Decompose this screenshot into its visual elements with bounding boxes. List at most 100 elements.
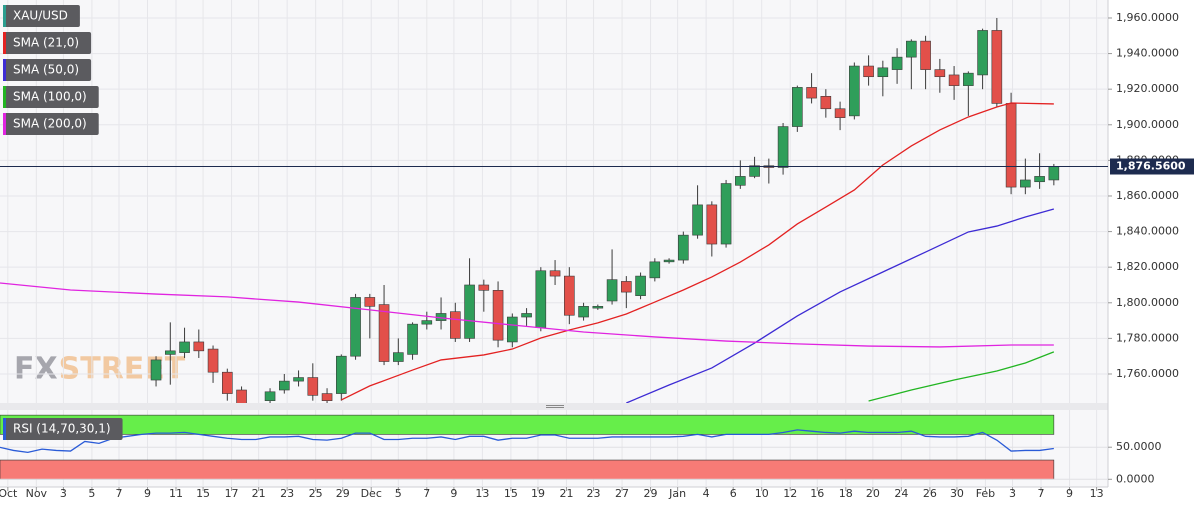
candle-body — [735, 176, 746, 186]
candle-body — [1034, 176, 1045, 183]
y-tick-label: 1,860.0000 — [1116, 189, 1179, 202]
x-tick-label: 20 — [866, 487, 880, 500]
candle-body — [164, 350, 176, 355]
last-price-label: 1,876.5600 — [1116, 160, 1186, 173]
candle-body — [606, 279, 618, 302]
x-tick-label: 11 — [169, 487, 183, 500]
y-tick-label: 1,840.0000 — [1116, 225, 1179, 238]
x-tick-label: Oct — [0, 487, 18, 500]
candle-body — [834, 108, 846, 118]
x-tick-label: 23 — [280, 487, 294, 500]
legend-box — [3, 113, 99, 135]
watermark-fx: FX — [14, 352, 58, 387]
x-tick-label: Dec — [361, 487, 382, 500]
x-tick-label: 7 — [1038, 487, 1045, 500]
x-tick-label: 4 — [703, 487, 710, 500]
candle-body — [179, 341, 190, 353]
legend-label: SMA (200,0) — [13, 117, 87, 131]
x-tick-label: 13 — [1090, 487, 1104, 500]
rsi-band — [0, 459, 1055, 480]
x-tick-label: Jan — [668, 487, 686, 500]
candle-body — [849, 65, 860, 117]
candle-body — [507, 316, 518, 343]
candle-body — [1005, 103, 1017, 188]
rsi-plot — [0, 410, 1108, 487]
candle-body — [906, 40, 917, 58]
candle-body — [150, 359, 162, 381]
legend-swatch — [3, 5, 6, 27]
rsi-band — [0, 414, 1055, 435]
legend-box — [3, 418, 123, 440]
legend-label: SMA (21,0) — [13, 36, 79, 50]
candle-body — [991, 30, 1003, 104]
candle-body — [649, 261, 661, 279]
candle-body — [321, 393, 333, 401]
x-tick-label: 9 — [450, 487, 457, 500]
candle-body — [820, 95, 832, 110]
y-tick-label: 1,820.0000 — [1116, 260, 1179, 273]
candle-body — [678, 234, 689, 261]
legend-swatch — [3, 86, 6, 108]
candle-body — [350, 297, 361, 357]
x-tick-label: 6 — [730, 487, 737, 500]
candle-body — [535, 270, 547, 329]
legend-box — [3, 59, 92, 81]
x-tick-label: 27 — [615, 487, 629, 500]
x-tick-label: 3 — [1009, 487, 1016, 500]
x-tick-label: 19 — [531, 487, 545, 500]
legend-box — [3, 86, 99, 108]
candle-body — [948, 74, 960, 86]
y-tick-label: 1,780.0000 — [1116, 331, 1179, 344]
candle-body — [393, 352, 404, 362]
candle-body — [1020, 179, 1031, 188]
candle-body — [1048, 166, 1060, 181]
x-tick-label: 9 — [144, 487, 151, 500]
rsi-line — [0, 429, 1054, 454]
candle-body — [934, 69, 946, 78]
sma-line — [341, 102, 1054, 401]
candle-body — [279, 380, 290, 391]
candle-body — [877, 67, 889, 78]
candle-body — [421, 320, 433, 325]
sma-line — [868, 351, 1055, 402]
candle-body — [207, 348, 219, 373]
candle-body — [891, 56, 903, 70]
watermark: FX STREET — [14, 352, 186, 387]
x-tick-label: 21 — [559, 487, 573, 500]
price-pane — [0, 0, 1108, 403]
sma-line — [0, 282, 1054, 348]
x-tick-label: 7 — [423, 487, 430, 500]
candle-body — [478, 284, 490, 291]
candle-body — [307, 377, 319, 396]
x-tick-label: 21 — [252, 487, 266, 500]
legend-swatch — [3, 32, 6, 54]
candle-body — [336, 355, 347, 394]
candle-body — [193, 341, 205, 352]
legend-label: RSI (14,70,30,1) — [13, 422, 111, 436]
pane-splitter[interactable] — [0, 403, 1108, 410]
x-tick-label: 17 — [225, 487, 239, 500]
candle-body — [863, 65, 874, 78]
x-tick-label: 16 — [810, 487, 824, 500]
candle-body — [920, 40, 931, 70]
x-tick-label: 25 — [309, 487, 323, 500]
sma-line — [626, 208, 1055, 403]
legend-swatch — [3, 113, 6, 135]
y-tick-label: 1,940.0000 — [1116, 47, 1179, 60]
x-tick-label: 26 — [923, 487, 937, 500]
y-tick-label: 0.0000 — [1116, 472, 1155, 485]
candle-body — [777, 126, 789, 168]
x-tick-label: 15 — [196, 487, 210, 500]
candle-body — [492, 290, 504, 341]
candle-body — [378, 304, 390, 362]
x-tick-label: 23 — [587, 487, 601, 500]
legend-swatch — [3, 418, 6, 440]
candle-body — [792, 87, 803, 127]
candle-body — [621, 281, 632, 293]
x-tick-label: 29 — [644, 487, 658, 500]
candle-body — [578, 306, 589, 318]
candle-body — [549, 270, 561, 277]
price-plot — [0, 0, 1108, 403]
x-tick-label: 24 — [894, 487, 908, 500]
